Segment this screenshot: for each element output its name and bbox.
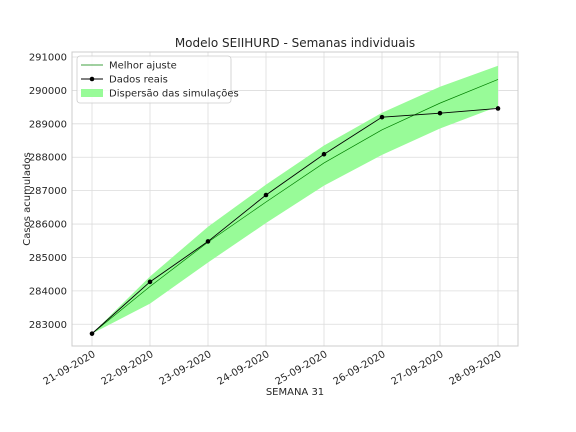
y-tick-labels: 283000 284000 285000 286000 287000 288000 2890… <box>29 53 67 331</box>
data-point <box>147 279 153 285</box>
legend-label: Dispersão das simulações <box>109 89 239 100</box>
x-axis-label: SEMANA 31 <box>266 387 324 398</box>
legend-box <box>76 55 232 104</box>
y-tick-label: 283000 <box>29 320 67 331</box>
data-point <box>205 239 211 244</box>
legend-swatch <box>81 89 103 97</box>
series-line-melhor-ajuste <box>91 79 499 334</box>
lines-layer <box>89 79 501 336</box>
simulation-band <box>92 65 498 334</box>
legend-label: Melhor ajuste <box>109 61 177 72</box>
y-tick-label: 286000 <box>29 220 67 231</box>
y-axis-label: Casos acumulados <box>22 152 33 245</box>
plot-frame <box>71 51 519 347</box>
legend-marker <box>89 76 95 82</box>
data-point <box>89 331 95 336</box>
y-tick-label: 287000 <box>29 186 67 197</box>
data-point <box>379 114 385 120</box>
legend-label: Dados reais <box>109 75 168 86</box>
series-line-dados-reais <box>91 108 499 334</box>
data-point <box>495 106 501 111</box>
data-point <box>437 110 443 116</box>
data-point <box>321 151 327 157</box>
y-tick-label: 290000 <box>29 86 67 97</box>
chart-title: Modelo SEIIHURD - Semanas individuais <box>175 36 415 50</box>
legend: Melhor ajuste Dados reais Dispersão das si… <box>76 55 239 104</box>
y-tick-label: 285000 <box>29 253 67 264</box>
y-tick-label: 284000 <box>29 286 67 297</box>
y-tick-label: 288000 <box>29 153 67 164</box>
band-layer <box>92 65 498 334</box>
y-tick-label: 291000 <box>29 53 67 64</box>
data-point <box>263 192 269 198</box>
y-tick-label: 289000 <box>29 119 67 130</box>
